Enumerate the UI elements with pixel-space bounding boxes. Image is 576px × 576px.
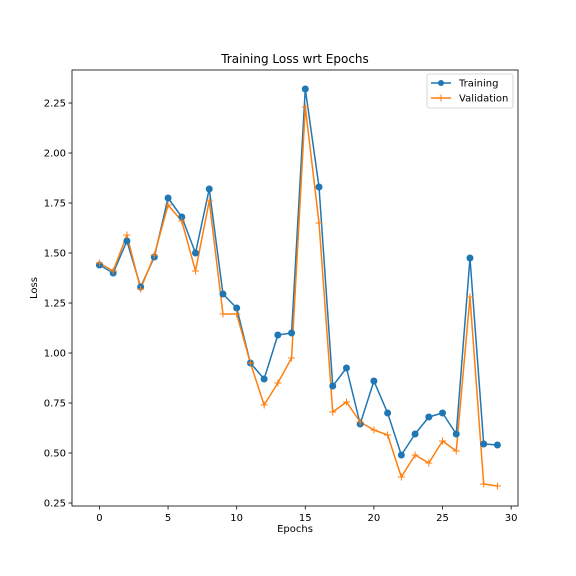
data-point-validation-29 xyxy=(493,482,501,490)
data-point-training-20 xyxy=(370,377,378,385)
x-axis-label: Epochs xyxy=(277,524,313,535)
data-point-training-16 xyxy=(315,183,323,191)
data-point-validation-3 xyxy=(137,285,145,293)
legend-label-validation: Validation xyxy=(459,94,508,105)
data-point-validation-27 xyxy=(466,293,474,301)
data-point-training-8 xyxy=(205,185,213,193)
data-point-validation-8 xyxy=(205,197,213,205)
data-point-validation-18 xyxy=(342,398,350,406)
data-point-validation-7 xyxy=(192,267,200,275)
x-tick-label-25: 25 xyxy=(436,513,449,524)
data-point-validation-0 xyxy=(95,259,103,267)
x-tick-label-0: 0 xyxy=(96,513,102,524)
data-point-validation-5 xyxy=(164,201,172,209)
data-point-training-29 xyxy=(493,441,501,449)
legend-label-training: Training xyxy=(458,79,498,90)
series-line-validation xyxy=(98,106,499,487)
data-point-training-25 xyxy=(439,409,447,417)
chart-title: Training Loss wrt Epochs xyxy=(220,52,369,66)
data-point-training-10 xyxy=(233,304,241,312)
data-point-training-17 xyxy=(329,382,337,390)
data-point-validation-1 xyxy=(109,267,117,275)
data-point-validation-12 xyxy=(260,401,268,409)
data-point-validation-14 xyxy=(288,354,296,362)
data-point-validation-28 xyxy=(480,480,488,488)
data-point-validation-13 xyxy=(274,379,282,387)
data-point-training-2 xyxy=(123,237,131,245)
y-axis-label: Loss xyxy=(29,277,40,299)
data-point-training-7 xyxy=(192,249,200,257)
data-point-training-14 xyxy=(288,329,296,337)
data-point-validation-24 xyxy=(425,459,433,467)
x-tick-label-5: 5 xyxy=(165,513,171,524)
y-tick-label-1.75: 1.75 xyxy=(44,199,66,210)
x-tick-label-15: 15 xyxy=(299,513,312,524)
data-point-training-18 xyxy=(342,364,350,372)
x-tick-label-20: 20 xyxy=(368,513,381,524)
y-tick-label-2.25: 2.25 xyxy=(44,99,66,110)
data-point-validation-10 xyxy=(233,310,241,318)
y-tick-label-0.5: 0.50 xyxy=(44,449,66,460)
data-point-validation-2 xyxy=(123,231,131,239)
data-point-validation-4 xyxy=(150,251,158,259)
data-point-validation-23 xyxy=(411,451,419,459)
data-point-validation-19 xyxy=(356,418,364,426)
data-point-training-23 xyxy=(411,430,419,438)
data-point-validation-9 xyxy=(219,310,227,318)
data-point-training-22 xyxy=(397,451,405,459)
data-point-training-12 xyxy=(260,375,268,383)
data-point-training-24 xyxy=(425,413,433,421)
y-tick-label-2: 2.00 xyxy=(44,149,66,160)
data-point-validation-16 xyxy=(315,219,323,227)
data-point-validation-11 xyxy=(246,359,254,367)
data-point-training-9 xyxy=(219,290,227,298)
data-point-validation-17 xyxy=(329,408,337,416)
legend-marker-validation xyxy=(437,94,445,102)
data-point-training-27 xyxy=(466,254,474,262)
data-point-validation-6 xyxy=(178,217,186,225)
data-point-training-28 xyxy=(480,440,488,448)
data-point-training-26 xyxy=(452,430,460,438)
y-tick-label-1.25: 1.25 xyxy=(44,299,66,310)
data-point-validation-25 xyxy=(439,437,447,445)
data-point-validation-26 xyxy=(452,447,460,455)
data-point-training-5 xyxy=(164,194,172,202)
data-point-training-15 xyxy=(301,85,309,93)
data-point-validation-22 xyxy=(397,473,405,481)
data-point-training-21 xyxy=(384,409,392,417)
y-tick-label-1.5: 1.50 xyxy=(44,249,66,260)
y-tick-label-0.75: 0.75 xyxy=(44,399,66,410)
y-tick-label-1: 1.00 xyxy=(44,349,66,360)
x-tick-label-30: 30 xyxy=(505,513,518,524)
y-tick-label-0.25: 0.25 xyxy=(44,499,66,510)
x-tick-label-10: 10 xyxy=(230,513,243,524)
legend-marker-training xyxy=(438,80,444,86)
legend: Training Validation xyxy=(426,73,514,109)
plot-frame xyxy=(71,69,519,507)
data-point-validation-20 xyxy=(370,426,378,434)
data-point-validation-15 xyxy=(301,103,309,111)
data-point-validation-21 xyxy=(384,431,392,439)
data-point-training-13 xyxy=(274,331,282,339)
